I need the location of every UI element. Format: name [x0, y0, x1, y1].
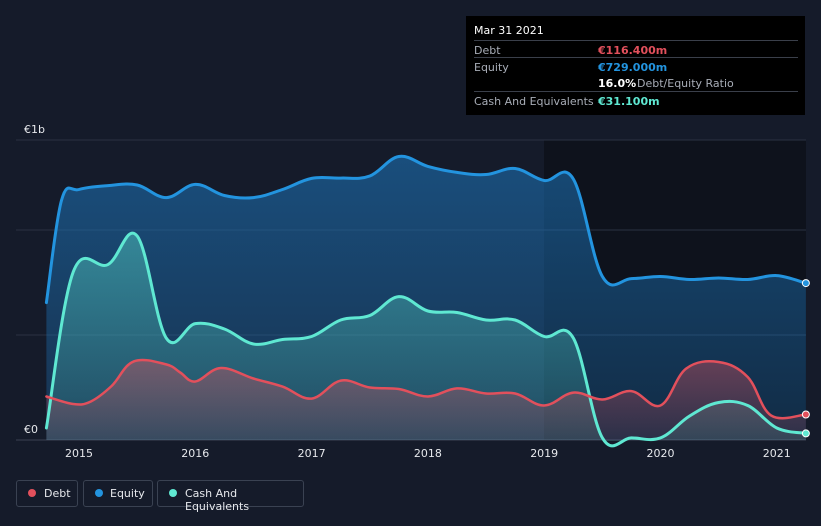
- tooltip-row-equity: Equity €729.000m: [474, 57, 798, 74]
- tooltip-date: Mar 31 2021: [474, 24, 544, 37]
- tooltip-ratio-label: Debt/Equity Ratio: [637, 77, 734, 90]
- series-areas: [46, 156, 806, 441]
- tooltip-equity-label: Equity: [474, 61, 509, 74]
- y-tick-top: €1b: [24, 123, 45, 136]
- tooltip-cash-label: Cash And Equivalents: [474, 95, 594, 108]
- x-tick-2018: 2018: [414, 447, 442, 460]
- x-axis: 2015 2016 2017 2018 2019 2020 2021: [65, 447, 791, 460]
- endpoint-debt[interactable]: [801, 410, 810, 419]
- line-equity: [44, 154, 808, 305]
- endpoint-equity[interactable]: [801, 279, 810, 288]
- tooltip-panel: Mar 31 2021 Debt €116.400m Equity €729.0…: [466, 16, 805, 115]
- series-endpoints: [801, 279, 810, 438]
- y-tick-zero: €0: [24, 423, 38, 436]
- x-tick-2019: 2019: [530, 447, 558, 460]
- cash-dot-icon: [169, 489, 177, 497]
- line-cash-and-equivalents: [44, 231, 808, 448]
- x-tick-2016: 2016: [181, 447, 209, 460]
- legend-cash-label: Cash And Equivalents: [185, 487, 250, 513]
- endpoint-cash-and-equivalents[interactable]: [801, 429, 810, 438]
- tooltip-row-debt: Debt €116.400m: [474, 40, 798, 57]
- x-tick-2015: 2015: [65, 447, 93, 460]
- tooltip-equity-value: €729.000m: [598, 61, 668, 74]
- legend-item-debt[interactable]: Debt: [16, 480, 78, 507]
- line-debt: [45, 358, 808, 420]
- x-tick-2021: 2021: [763, 447, 791, 460]
- tooltip-debt-value: €116.400m: [598, 44, 668, 57]
- debt-dot-icon: [28, 489, 36, 497]
- legend-item-equity[interactable]: Equity: [83, 480, 153, 507]
- legend-equity-label: Equity: [110, 487, 145, 500]
- legend-item-cash[interactable]: Cash And Equivalents: [157, 480, 304, 513]
- series-lines: [44, 154, 808, 448]
- x-tick-2017: 2017: [298, 447, 326, 460]
- tooltip-row-cash: Cash And Equivalents €31.100m: [474, 91, 798, 108]
- tooltip-cash-value: €31.100m: [598, 95, 660, 108]
- tooltip-debt-label: Debt: [474, 44, 501, 57]
- tooltip-ratio-value: 16.0%: [598, 77, 637, 90]
- equity-dot-icon: [95, 489, 103, 497]
- area-debt: [46, 359, 806, 440]
- legend-debt-label: Debt: [44, 487, 71, 500]
- tooltip-row-ratio: 16.0% Debt/Equity Ratio: [474, 74, 798, 91]
- x-tick-2020: 2020: [647, 447, 675, 460]
